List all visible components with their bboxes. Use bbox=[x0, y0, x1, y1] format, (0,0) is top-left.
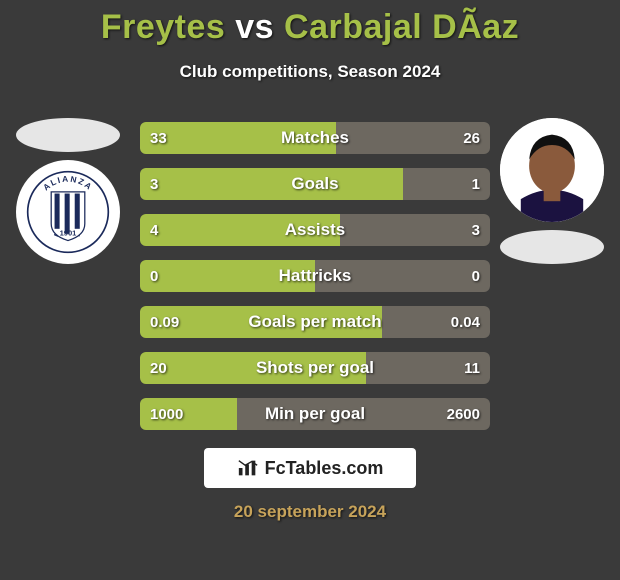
title-vs: vs bbox=[235, 8, 274, 46]
comparison-row: 10002600Min per goal bbox=[140, 398, 490, 430]
crest-year: 1901 bbox=[60, 229, 77, 238]
bar-label: Matches bbox=[140, 122, 490, 154]
photo-neck bbox=[544, 187, 561, 202]
date-text: 20 september 2024 bbox=[0, 502, 620, 522]
bar-label: Goals per match bbox=[140, 306, 490, 338]
subtitle: Club competitions, Season 2024 bbox=[0, 62, 620, 82]
bar-label: Hattricks bbox=[140, 260, 490, 292]
comparison-bars: 3326Matches 31Goals 43Assists 00Hattricks 0.… bbox=[140, 122, 490, 444]
comparison-row: 43Assists bbox=[140, 214, 490, 246]
branding-text: FcTables.com bbox=[265, 458, 384, 479]
right-player-photo bbox=[500, 118, 604, 222]
left-side-column: ALIANZA LIMA 1901 bbox=[8, 118, 128, 264]
title-player2: Carbajal DÃ­az bbox=[284, 8, 519, 46]
right-oval bbox=[500, 230, 604, 264]
comparison-row: 3326Matches bbox=[140, 122, 490, 154]
title-player1: Freytes bbox=[101, 8, 225, 46]
page-title: Freytes vs Carbajal DÃ­az bbox=[0, 8, 620, 47]
bar-label: Shots per goal bbox=[140, 352, 490, 384]
comparison-row: 2011Shots per goal bbox=[140, 352, 490, 384]
comparison-infographic: Freytes vs Carbajal DÃ­az Club competiti… bbox=[0, 0, 620, 580]
left-oval bbox=[16, 118, 120, 152]
bar-chart-icon bbox=[237, 457, 259, 479]
right-side-column bbox=[492, 118, 612, 264]
player-photo-svg bbox=[500, 118, 604, 222]
bar-label: Goals bbox=[140, 168, 490, 200]
bar-label: Min per goal bbox=[140, 398, 490, 430]
left-club-crest: ALIANZA LIMA 1901 bbox=[16, 160, 120, 264]
comparison-row: 00Hattricks bbox=[140, 260, 490, 292]
branding-badge: FcTables.com bbox=[204, 448, 416, 488]
bar-label: Assists bbox=[140, 214, 490, 246]
comparison-row: 31Goals bbox=[140, 168, 490, 200]
comparison-row: 0.090.04Goals per match bbox=[140, 306, 490, 338]
crest-svg: ALIANZA LIMA 1901 bbox=[26, 170, 110, 254]
